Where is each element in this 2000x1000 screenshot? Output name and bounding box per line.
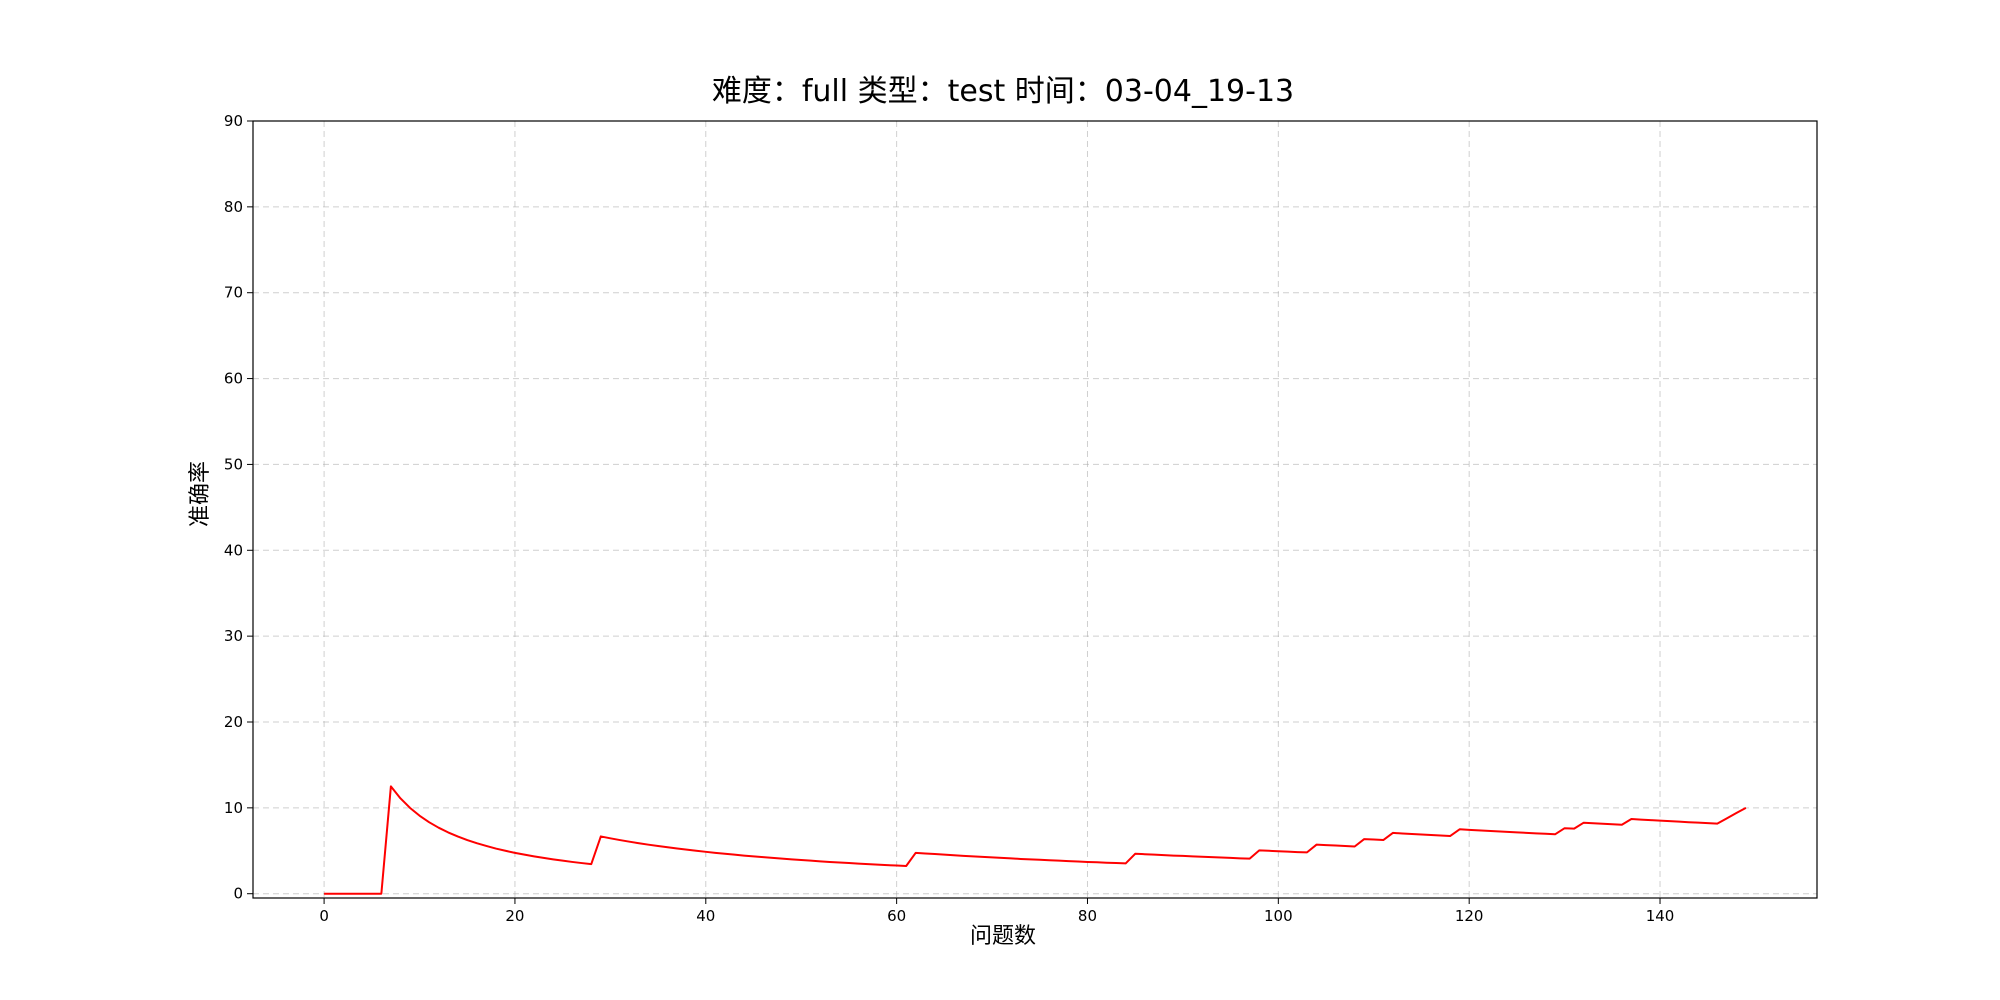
x-tick-label: 140 xyxy=(1646,907,1675,925)
chart-title: 难度：full 类型：test 时间：03-04_19-13 xyxy=(712,74,1294,109)
y-tick-label: 80 xyxy=(224,198,243,216)
y-axis-ticks: 0 10 20 30 40 50 60 70 80 90 xyxy=(224,112,253,903)
x-axis-label: 问题数 xyxy=(970,924,1036,949)
y-tick-label: 70 xyxy=(224,284,243,302)
x-tick-label: 20 xyxy=(505,907,524,925)
y-tick-label: 40 xyxy=(224,541,243,559)
x-axis-ticks: 0 20 40 60 80 100 120 140 xyxy=(319,898,1674,925)
x-tick-label: 120 xyxy=(1455,907,1484,925)
y-tick-label: 90 xyxy=(224,112,243,130)
y-tick-label: 30 xyxy=(224,627,243,645)
x-tick-label: 0 xyxy=(319,907,329,925)
y-tick-label: 50 xyxy=(224,455,243,473)
y-tick-label: 20 xyxy=(224,713,243,731)
y-axis-label: 准确率 xyxy=(188,461,213,527)
x-tick-label: 100 xyxy=(1264,907,1293,925)
plot-area-frame xyxy=(252,120,1818,899)
x-tick-label: 40 xyxy=(696,907,715,925)
x-tick-label: 60 xyxy=(887,907,906,925)
y-tick-label: 0 xyxy=(233,885,243,903)
x-tick-label: 80 xyxy=(1078,907,1097,925)
y-tick-label: 10 xyxy=(224,799,243,817)
series-group xyxy=(324,785,1747,895)
series-line xyxy=(324,785,1747,895)
y-tick-label: 60 xyxy=(224,370,243,388)
